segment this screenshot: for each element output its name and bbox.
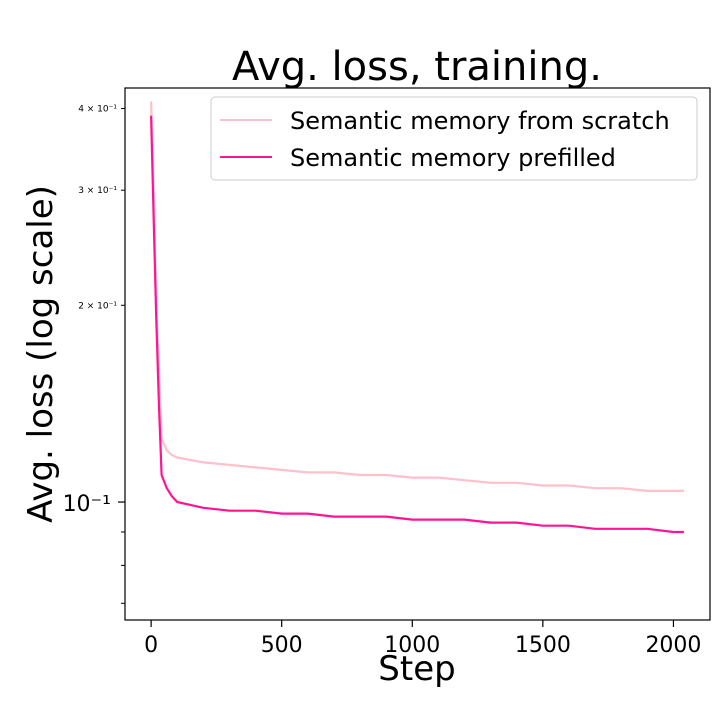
x-tick-label: 1500	[515, 633, 571, 658]
x-axis: 0 500 1000 1500 2000	[144, 620, 701, 658]
y-axis-label: Avg. loss (log scale)	[21, 185, 61, 523]
y-minor-tick-label: 4 × 10⁻¹	[78, 105, 117, 115]
series-line-scratch	[150, 101, 684, 492]
plot-area	[150, 101, 684, 534]
legend-label-prefilled: Semantic memory prefilled	[290, 144, 616, 172]
y-major-tick-label: 10⁻¹	[63, 492, 111, 517]
x-tick-label: 1000	[384, 633, 440, 658]
y-minor-tick-label: 3 × 10⁻¹	[78, 186, 117, 196]
x-tick-label: 500	[261, 633, 303, 658]
chart-title: Avg. loss, training.	[232, 44, 602, 90]
legend-label-scratch: Semantic memory from scratch	[290, 107, 670, 135]
series-line-prefilled	[150, 115, 684, 534]
x-tick-label: 2000	[645, 633, 701, 658]
axes-frame	[124, 87, 711, 621]
y-minor-tick-label: 2 × 10⁻¹	[78, 301, 117, 311]
legend-box	[210, 96, 698, 181]
y-axis: 10⁻¹ 2 × 10⁻¹ 3 × 10⁻¹ 4 × 10⁻¹	[63, 105, 125, 604]
legend: Semantic memory from scratch Semantic me…	[210, 96, 698, 181]
x-axis-label: Step	[378, 649, 455, 689]
x-tick-label: 0	[144, 633, 158, 658]
